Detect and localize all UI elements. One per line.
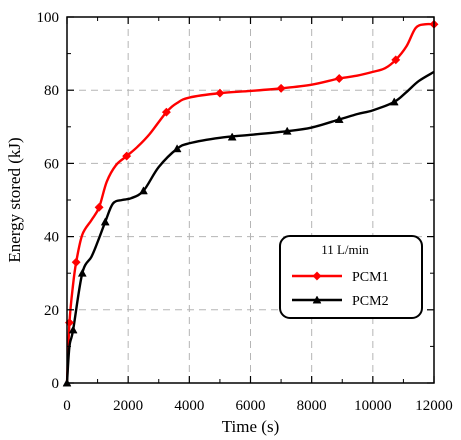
y-tick-label: 100: [37, 10, 60, 26]
x-tick-label: 2000: [113, 398, 143, 414]
legend-marker-pcm2: [312, 295, 322, 304]
tick-labels: 0 2000 4000 6000 8000 10000 12000 0 20 40 60 80 100: [37, 10, 453, 414]
data-point-pcm2: [389, 97, 399, 106]
x-tick-label: 12000: [415, 398, 453, 414]
data-point-pcm2: [139, 186, 148, 195]
data-point-pcm2: [282, 126, 292, 135]
data-point-pcm1: [161, 107, 171, 117]
legend-box: [279, 235, 423, 319]
y-tick-label: 0: [52, 376, 60, 392]
series-line-pcm1: [65, 22, 435, 384]
data-point-pcm2: [68, 325, 78, 334]
legend-marker-shape: [312, 295, 322, 304]
legend-label-pcm2: PCM2: [352, 294, 389, 309]
data-point-pcm1: [71, 257, 81, 267]
axis-ticks: [66, 16, 435, 384]
data-point-pcm1: [334, 73, 344, 84]
x-tick-label: 0: [63, 398, 71, 414]
data-point-pcm2: [227, 132, 237, 141]
x-tick-label: 6000: [236, 398, 266, 414]
y-tick-label: 80: [44, 83, 59, 99]
x-tick-label: 8000: [297, 398, 327, 414]
data-point-pcm1: [391, 55, 401, 65]
data-point-pcm2: [172, 144, 182, 153]
series-markers: [62, 19, 439, 387]
data-point-pcm1: [276, 83, 286, 93]
y-axis-title: Energy stored (kJ): [5, 137, 24, 262]
data-point-pcm2: [334, 114, 344, 123]
x-tick-label: 10000: [354, 398, 392, 414]
data-point-pcm1: [122, 151, 132, 161]
legend-marker-pcm1: [312, 271, 322, 281]
y-tick-label: 20: [44, 303, 59, 319]
data-point-pcm2: [77, 268, 87, 277]
legend-title: 11 L/min: [321, 242, 369, 257]
y-tick-label: 40: [44, 230, 59, 246]
legend: 11 L/min PCM1 PCM2: [279, 235, 423, 319]
y-tick-label: 60: [44, 156, 59, 172]
x-tick-label: 4000: [174, 398, 204, 414]
legend-label-pcm1: PCM1: [352, 270, 389, 285]
data-point-pcm1: [215, 88, 225, 98]
data-point-pcm1: [94, 202, 104, 212]
data-point-pcm2: [100, 217, 110, 226]
legend-marker-shape: [312, 271, 322, 281]
x-axis-title: Time (s): [222, 417, 279, 436]
